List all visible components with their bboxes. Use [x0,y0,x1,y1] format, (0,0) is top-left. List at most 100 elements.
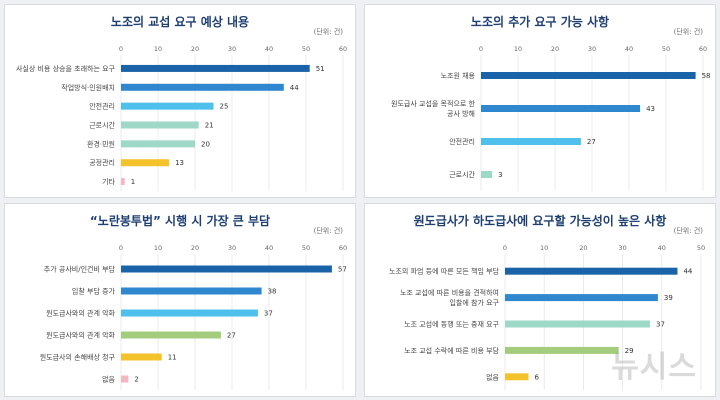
tick-label: 30 [618,244,626,252]
data-label: 27 [587,138,596,146]
bar [121,375,129,383]
tick-label: 30 [588,45,596,53]
chart-title: 노조의 교섭 요구 예상 내용 [110,15,250,29]
tick-label: 20 [191,244,199,252]
tick-label: 0 [503,244,507,252]
category-label: 추가 공사비/인건비 부담 [44,265,116,274]
data-label: 6 [535,373,540,381]
category-label: 안전관리 [89,102,115,111]
bar [121,83,284,91]
tick-label: 50 [697,244,705,252]
chart-panel-1: 노조의 교섭 요구 예상 내용 (단위: 건) 0 10 20 30 40 50 60 51 사… [4,4,356,198]
category-label: 원도급사 교섭을 목적으로 한 [391,99,476,108]
tick-label: 0 [479,45,483,53]
tick-label: 10 [154,244,162,252]
category-label: 공사 방해 [447,109,475,118]
tick-label: 40 [265,244,273,252]
bar-chart-svg: 0 10 20 30 40 50 60 51 사실상 비용 상승을 초래하는 요구 44 작업방식·… [16,45,347,191]
data-label: 43 [646,105,655,113]
category-label: 작업방식·인원배치 [61,83,115,92]
tick-label: 60 [339,45,347,53]
tick-label: 40 [265,45,273,53]
category-label: 노조 교섭에 따른 비용을 견적하여 [400,288,499,297]
data-label: 1 [131,178,135,186]
tick-label: 10 [540,244,548,252]
tick-label: 60 [339,244,347,252]
tick-label: 0 [119,244,123,252]
data-label: 29 [625,347,634,355]
tick-label: 20 [551,45,559,53]
bar [481,138,581,145]
bar [505,373,529,381]
data-label: 21 [205,122,214,130]
category-label: 기타 [102,177,115,186]
unit-label: (단위: 건) [673,227,703,235]
chart-panel-4: 원도급사가 하도급사에 요구할 가능성이 높은 사항 (단위: 건) 0 10 20… [364,203,716,397]
unit-label: (단위: 건) [673,28,703,36]
category-label: 없음 [486,373,499,381]
chart-panel-2: 노조의 추가 요구 가능 사항 (단위: 건) 0 10 20 30 40 50 60 58 노… [364,4,716,198]
bar [121,265,332,273]
data-label: 44 [290,84,299,92]
bar [505,294,658,302]
bar [121,64,310,72]
data-label: 20 [201,140,210,148]
category-label: 근로시간 [89,121,115,130]
bar [121,121,199,129]
unit-label: (단위: 건) [313,227,343,235]
bar [121,309,258,317]
category-label: 사실상 비용 상승을 초래하는 요구 [16,64,116,73]
category-label: 원도급사의 손해배상 청구 [40,353,116,362]
bar [481,171,493,178]
bar-chart-svg: 0 10 20 30 40 50 44 노조의 파업 등에 따른 모든 책임 부담 39 노조 교… [389,244,705,390]
bar [121,287,262,295]
category-label: 원도급사와의 관계 악화 [46,331,115,340]
bar [121,353,162,361]
category-label: 입찰에 참가 요구 [449,298,499,307]
category-label: 노조 교섭에 동행 또는 중재 요구 [404,320,499,329]
chart-title: “노란봉투법” 시행 시 가장 큰 부담 [89,214,271,228]
tick-label: 60 [699,45,707,53]
data-label: 25 [220,103,229,111]
bar [121,102,214,110]
category-label: 공정관리 [89,158,115,167]
data-label: 44 [683,268,692,276]
data-label: 51 [316,65,325,73]
category-label: 노조원 채용 [441,71,476,80]
data-label: 58 [702,72,711,80]
category-label: 안전관리 [449,137,475,146]
bar [505,267,678,275]
bar [481,105,641,112]
bar [505,346,619,354]
chart-title: 원도급사가 하도급사에 요구할 가능성이 높은 사항 [413,214,667,228]
data-label: 57 [338,266,347,274]
category-label: 없음 [102,376,115,384]
tick-label: 20 [191,45,199,53]
data-label: 37 [656,321,665,329]
data-label: 27 [227,332,236,340]
category-label: 입찰 부담 증가 [72,287,116,296]
bar [121,178,125,186]
tick-label: 50 [302,45,310,53]
data-label: 38 [268,288,277,296]
watermark: 뉴시스 [611,350,697,385]
category-label: 노조의 파업 등에 따른 모든 책임 부담 [389,267,500,276]
tick-label: 10 [514,45,522,53]
bar-chart-svg: 0 10 20 30 40 50 60 57 추가 공사비/인건비 부담 38 입찰 부담 증가 37… [40,244,347,390]
tick-label: 30 [228,45,236,53]
tick-label: 20 [579,244,587,252]
category-label: 근로시간 [449,170,475,179]
bar [121,159,170,167]
tick-label: 50 [662,45,670,53]
category-label: 환경·민원 [87,139,115,148]
tick-label: 10 [154,45,162,53]
tick-label: 30 [228,244,236,252]
data-label: 2 [134,376,138,384]
bar-chart-svg: 0 10 20 30 40 50 60 58 노조원 채용 43 원도급사 교섭을 목적으로 한공사… [391,45,711,191]
unit-label: (단위: 건) [313,28,343,36]
chart-panel-3: “노란봉투법” 시행 시 가장 큰 부담 (단위: 건) 0 10 20 30 40 50… [4,203,356,397]
data-label: 37 [264,310,273,318]
bar [121,140,195,148]
chart-title: 노조의 추가 요구 가능 사항 [470,15,610,29]
data-label: 13 [175,159,184,167]
